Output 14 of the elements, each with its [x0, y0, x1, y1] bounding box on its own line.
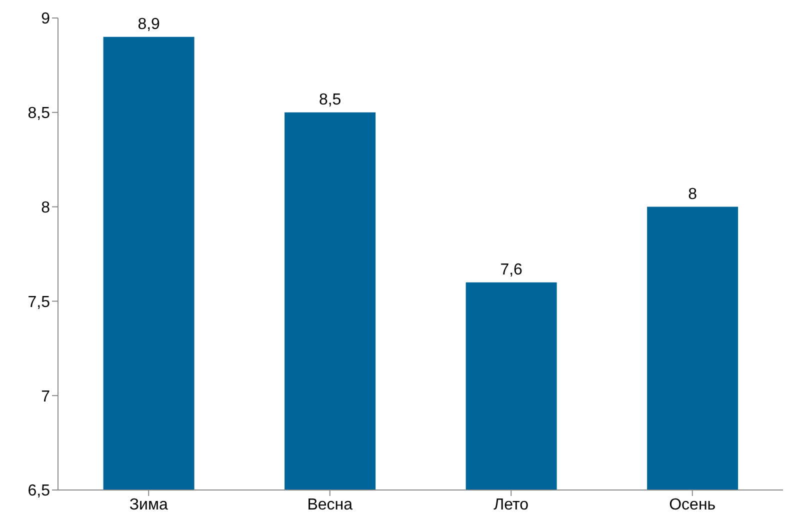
y-tick-label: 7,5: [28, 294, 50, 311]
x-tick-label: Зима: [129, 496, 168, 514]
data-label: 7,6: [500, 261, 523, 278]
y-tick-label: 7: [41, 388, 50, 406]
x-tick-label: Осень: [669, 496, 716, 514]
y-tick-label: 6,5: [28, 482, 50, 500]
x-tick-label: Весна: [307, 496, 353, 514]
x-tick-label: Лето: [494, 496, 529, 514]
data-label: 8: [688, 186, 698, 203]
y-tick-label: 8: [41, 199, 50, 216]
y-tick-label: 9: [41, 10, 50, 28]
data-label: 8,5: [318, 91, 342, 108]
y-tick-label: 8,5: [28, 105, 50, 122]
data-label: 8,9: [138, 16, 160, 33]
